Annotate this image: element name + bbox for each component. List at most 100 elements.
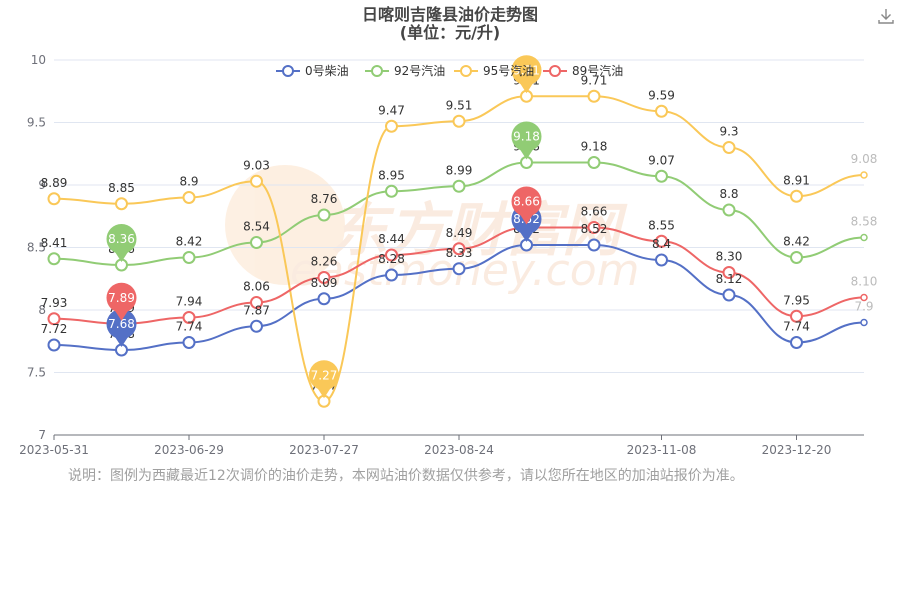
data-label: 8.42 bbox=[176, 235, 203, 249]
data-point[interactable] bbox=[860, 293, 868, 302]
data-point[interactable] bbox=[385, 184, 398, 198]
data-point[interactable] bbox=[47, 192, 61, 206]
legend-item-0[interactable]: 0号柴油 bbox=[276, 64, 349, 78]
data-label: 8.30 bbox=[716, 250, 743, 264]
data-label: 8.42 bbox=[783, 235, 810, 249]
data-point[interactable] bbox=[452, 179, 466, 193]
data-point[interactable] bbox=[47, 252, 61, 266]
data-point[interactable] bbox=[317, 271, 331, 284]
data-label: 7.74 bbox=[176, 320, 203, 334]
data-point[interactable] bbox=[317, 208, 331, 222]
data-point[interactable] bbox=[587, 221, 601, 234]
data-label: 8.76 bbox=[311, 192, 338, 206]
data-point[interactable] bbox=[790, 251, 803, 264]
legend-label: 92号汽油 bbox=[394, 63, 445, 78]
pin-label: 9.18 bbox=[513, 130, 540, 144]
y-tick-label: 10 bbox=[31, 53, 46, 67]
data-point[interactable] bbox=[385, 248, 398, 262]
chart-title: 日喀则吉隆县油价走势图 bbox=[362, 5, 538, 24]
data-point[interactable] bbox=[722, 203, 736, 217]
data-point[interactable] bbox=[182, 251, 196, 264]
data-label: 8.28 bbox=[378, 252, 405, 266]
data-point[interactable] bbox=[790, 189, 803, 203]
legend-item-3[interactable]: 89号汽油 bbox=[543, 63, 623, 78]
data-point[interactable] bbox=[452, 262, 466, 276]
data-label: 7.74 bbox=[783, 320, 810, 334]
data-point[interactable] bbox=[790, 309, 803, 323]
data-label: 8.52 bbox=[581, 222, 608, 236]
data-point[interactable] bbox=[385, 268, 398, 282]
data-point[interactable] bbox=[587, 156, 601, 169]
series-points bbox=[47, 89, 868, 408]
pin-label: 9.71 bbox=[513, 63, 540, 77]
x-tick-label: 2023-07-27 bbox=[289, 443, 359, 457]
data-point[interactable] bbox=[317, 292, 331, 306]
pin-marker: 7.68 bbox=[106, 309, 137, 347]
data-point[interactable] bbox=[182, 191, 196, 204]
legend[interactable]: 0号柴油 92号汽油 95号汽油 89号汽油 bbox=[276, 63, 623, 78]
x-tick-label: 2023-06-29 bbox=[154, 443, 224, 457]
data-label: 7.95 bbox=[783, 293, 810, 307]
chart-subtitle: (单位：元/升) bbox=[400, 23, 500, 42]
data-label: 8.33 bbox=[446, 246, 473, 260]
data-point[interactable] bbox=[722, 141, 736, 154]
data-point[interactable] bbox=[655, 104, 668, 118]
data-point[interactable] bbox=[860, 318, 868, 327]
data-label: 8.54 bbox=[243, 220, 270, 234]
data-point[interactable] bbox=[115, 197, 128, 211]
data-point[interactable] bbox=[250, 319, 263, 333]
pin-head bbox=[511, 121, 542, 152]
data-labels: 7.727.687.747.878.098.288.338.528.528.48… bbox=[41, 73, 878, 392]
y-tick-label: 8.5 bbox=[27, 241, 46, 255]
data-point[interactable] bbox=[182, 311, 196, 324]
data-label: 8.8 bbox=[719, 187, 738, 201]
data-point[interactable] bbox=[182, 336, 196, 349]
data-point[interactable] bbox=[250, 174, 263, 188]
data-label: 8.58 bbox=[851, 215, 878, 229]
legend-label: 0号柴油 bbox=[305, 64, 349, 78]
data-label: 9.18 bbox=[581, 140, 608, 154]
pin-head bbox=[106, 309, 137, 339]
data-point[interactable] bbox=[452, 242, 466, 256]
data-point[interactable] bbox=[452, 114, 466, 128]
data-point[interactable] bbox=[47, 312, 61, 326]
data-point[interactable] bbox=[385, 119, 398, 133]
data-point[interactable] bbox=[250, 296, 263, 309]
data-point[interactable] bbox=[722, 266, 736, 279]
data-point[interactable] bbox=[587, 89, 601, 103]
data-label: 7.87 bbox=[243, 303, 270, 317]
data-point[interactable] bbox=[47, 338, 61, 352]
data-point[interactable] bbox=[655, 234, 668, 248]
y-tick-label: 9.5 bbox=[27, 116, 46, 130]
data-point[interactable] bbox=[655, 253, 668, 267]
data-label: 9.07 bbox=[648, 153, 675, 167]
data-point[interactable] bbox=[655, 169, 668, 183]
pin-marker: 9.71 bbox=[511, 55, 542, 94]
data-label: 9.59 bbox=[648, 88, 675, 102]
min-max-pins: 7.688.528.369.187.279.717.898.66 bbox=[106, 55, 542, 399]
data-label: 8.4 bbox=[652, 237, 671, 251]
data-label: 8.09 bbox=[311, 276, 338, 290]
x-tick-label: 2023-08-24 bbox=[424, 443, 494, 457]
data-label: 7.9 bbox=[854, 300, 873, 314]
data-label: 9.71 bbox=[581, 73, 608, 87]
data-label: 8.85 bbox=[108, 181, 135, 195]
watermark-logo bbox=[225, 165, 345, 285]
pin-marker: 8.36 bbox=[106, 224, 137, 262]
data-point[interactable] bbox=[790, 336, 803, 349]
data-point[interactable] bbox=[860, 233, 868, 242]
data-point[interactable] bbox=[250, 236, 263, 249]
legend-item-1[interactable]: 92号汽油 bbox=[365, 63, 445, 78]
pin-marker: 9.18 bbox=[511, 121, 542, 160]
pin-marker: 7.27 bbox=[309, 360, 339, 399]
y-tick-label: 9 bbox=[38, 178, 46, 192]
legend-item-2[interactable]: 95号汽油 bbox=[454, 63, 534, 78]
data-label: 8.44 bbox=[378, 232, 405, 246]
legend-swatch-marker bbox=[371, 65, 383, 77]
data-point[interactable] bbox=[587, 238, 601, 252]
data-point[interactable] bbox=[722, 288, 736, 302]
pin-label: 7.89 bbox=[108, 291, 135, 305]
data-label: 9.51 bbox=[446, 98, 473, 112]
data-point[interactable] bbox=[860, 171, 868, 179]
download-icon[interactable] bbox=[876, 6, 896, 26]
